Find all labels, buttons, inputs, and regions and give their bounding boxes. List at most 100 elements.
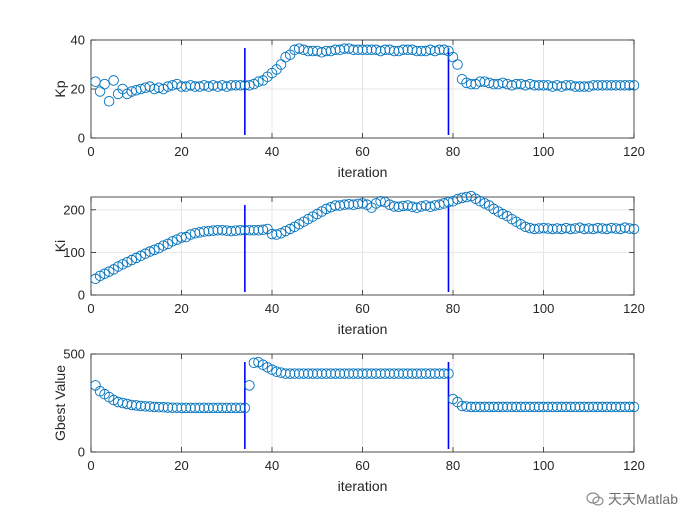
data-point bbox=[610, 401, 622, 413]
data-point bbox=[293, 368, 305, 379]
data-point bbox=[180, 81, 192, 92]
data-point bbox=[610, 80, 622, 91]
data-point bbox=[149, 401, 160, 413]
data-point bbox=[194, 402, 205, 414]
data-point bbox=[502, 401, 513, 413]
data-point bbox=[547, 81, 558, 92]
data-point bbox=[533, 223, 545, 234]
x-axis-label: iteration bbox=[338, 164, 388, 180]
data-point bbox=[144, 401, 156, 412]
y-tick-label: 200 bbox=[63, 202, 85, 217]
data-point bbox=[271, 229, 282, 240]
data-point bbox=[443, 368, 454, 379]
data-point bbox=[411, 368, 423, 379]
x-tick-label: 60 bbox=[355, 301, 369, 316]
data-point bbox=[474, 196, 486, 207]
data-point bbox=[583, 401, 595, 413]
data-point bbox=[230, 80, 242, 91]
data-point bbox=[407, 368, 418, 379]
data-point bbox=[520, 401, 531, 413]
data-point bbox=[569, 81, 581, 92]
data-point bbox=[230, 402, 242, 414]
data-point bbox=[379, 368, 391, 379]
data-point bbox=[397, 44, 409, 56]
watermark: 天天Matlab bbox=[586, 489, 678, 509]
data-point bbox=[529, 80, 540, 91]
data-point bbox=[520, 80, 531, 91]
x-tick-label: 0 bbox=[87, 144, 94, 159]
data-point bbox=[497, 401, 509, 413]
y-tick-label: 100 bbox=[63, 245, 85, 260]
data-point bbox=[588, 401, 599, 413]
data-point bbox=[429, 368, 441, 379]
data-point bbox=[375, 196, 386, 207]
data-point bbox=[493, 78, 504, 90]
data-point bbox=[411, 45, 423, 57]
data-point bbox=[298, 368, 309, 379]
data-point bbox=[578, 223, 590, 235]
data-point bbox=[628, 80, 640, 91]
data-point bbox=[606, 80, 617, 91]
x-tick-label: 80 bbox=[446, 301, 460, 316]
data-point bbox=[533, 80, 545, 91]
data-point bbox=[597, 80, 608, 91]
data-point bbox=[574, 401, 585, 413]
data-point bbox=[624, 223, 635, 234]
data-point bbox=[619, 80, 631, 91]
data-point bbox=[212, 81, 223, 92]
data-point bbox=[158, 402, 169, 413]
data-point bbox=[397, 200, 409, 212]
data-point bbox=[479, 198, 490, 209]
data-point bbox=[140, 248, 151, 259]
data-point bbox=[226, 225, 237, 237]
data-point bbox=[149, 244, 160, 256]
data-point bbox=[628, 223, 640, 235]
data-point bbox=[357, 44, 368, 56]
data-point bbox=[352, 44, 364, 56]
data-point bbox=[194, 81, 205, 92]
data-point bbox=[606, 401, 617, 413]
data-point bbox=[361, 44, 373, 56]
data-point bbox=[624, 401, 635, 413]
data-point bbox=[388, 201, 400, 212]
data-point bbox=[592, 80, 604, 91]
data-point bbox=[153, 401, 165, 413]
data-point bbox=[212, 224, 223, 236]
x-tick-label: 100 bbox=[533, 458, 555, 473]
x-tick-label: 0 bbox=[87, 301, 94, 316]
data-point bbox=[420, 368, 432, 379]
data-point bbox=[615, 223, 626, 235]
data-point bbox=[212, 402, 223, 414]
subplot-1: 0 20 40 60 80 100 120 0 20 40 iteration Kp bbox=[52, 33, 645, 181]
data-point bbox=[452, 59, 463, 70]
data-point bbox=[606, 222, 617, 234]
data-point bbox=[343, 198, 355, 210]
x-tick-label: 120 bbox=[623, 144, 645, 159]
data-point bbox=[624, 80, 635, 91]
data-point bbox=[198, 226, 210, 237]
data-point bbox=[393, 368, 404, 379]
data-point bbox=[407, 201, 418, 213]
data-point bbox=[569, 223, 581, 234]
data-point bbox=[257, 224, 269, 236]
data-point bbox=[144, 246, 156, 257]
data-point bbox=[121, 256, 133, 268]
wechat-icon bbox=[586, 492, 604, 506]
data-point bbox=[312, 45, 323, 57]
data-point bbox=[574, 81, 585, 92]
x-tick-label: 120 bbox=[623, 458, 645, 473]
data-point bbox=[529, 223, 540, 235]
data-point bbox=[560, 401, 572, 413]
data-point bbox=[628, 401, 640, 413]
x-tick-label: 120 bbox=[623, 301, 645, 316]
data-point bbox=[610, 223, 622, 234]
y-axis-label: Ki bbox=[52, 240, 68, 252]
data-point bbox=[135, 250, 147, 262]
data-point bbox=[239, 402, 251, 414]
data-point bbox=[533, 401, 545, 413]
data-point bbox=[601, 401, 613, 413]
data-point bbox=[226, 402, 237, 414]
data-point bbox=[112, 261, 124, 272]
data-point bbox=[198, 402, 210, 414]
data-point bbox=[221, 225, 232, 236]
